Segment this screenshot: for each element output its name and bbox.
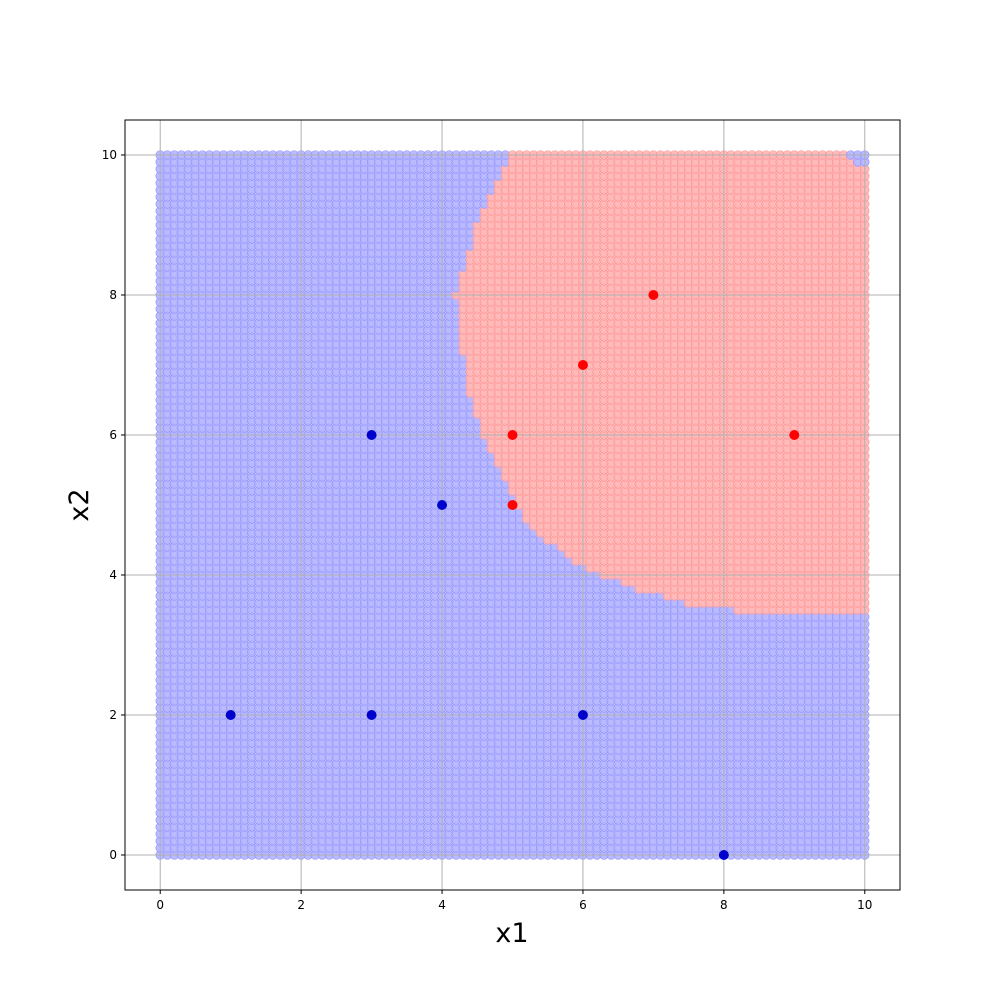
decision-region-layer <box>155 150 870 860</box>
